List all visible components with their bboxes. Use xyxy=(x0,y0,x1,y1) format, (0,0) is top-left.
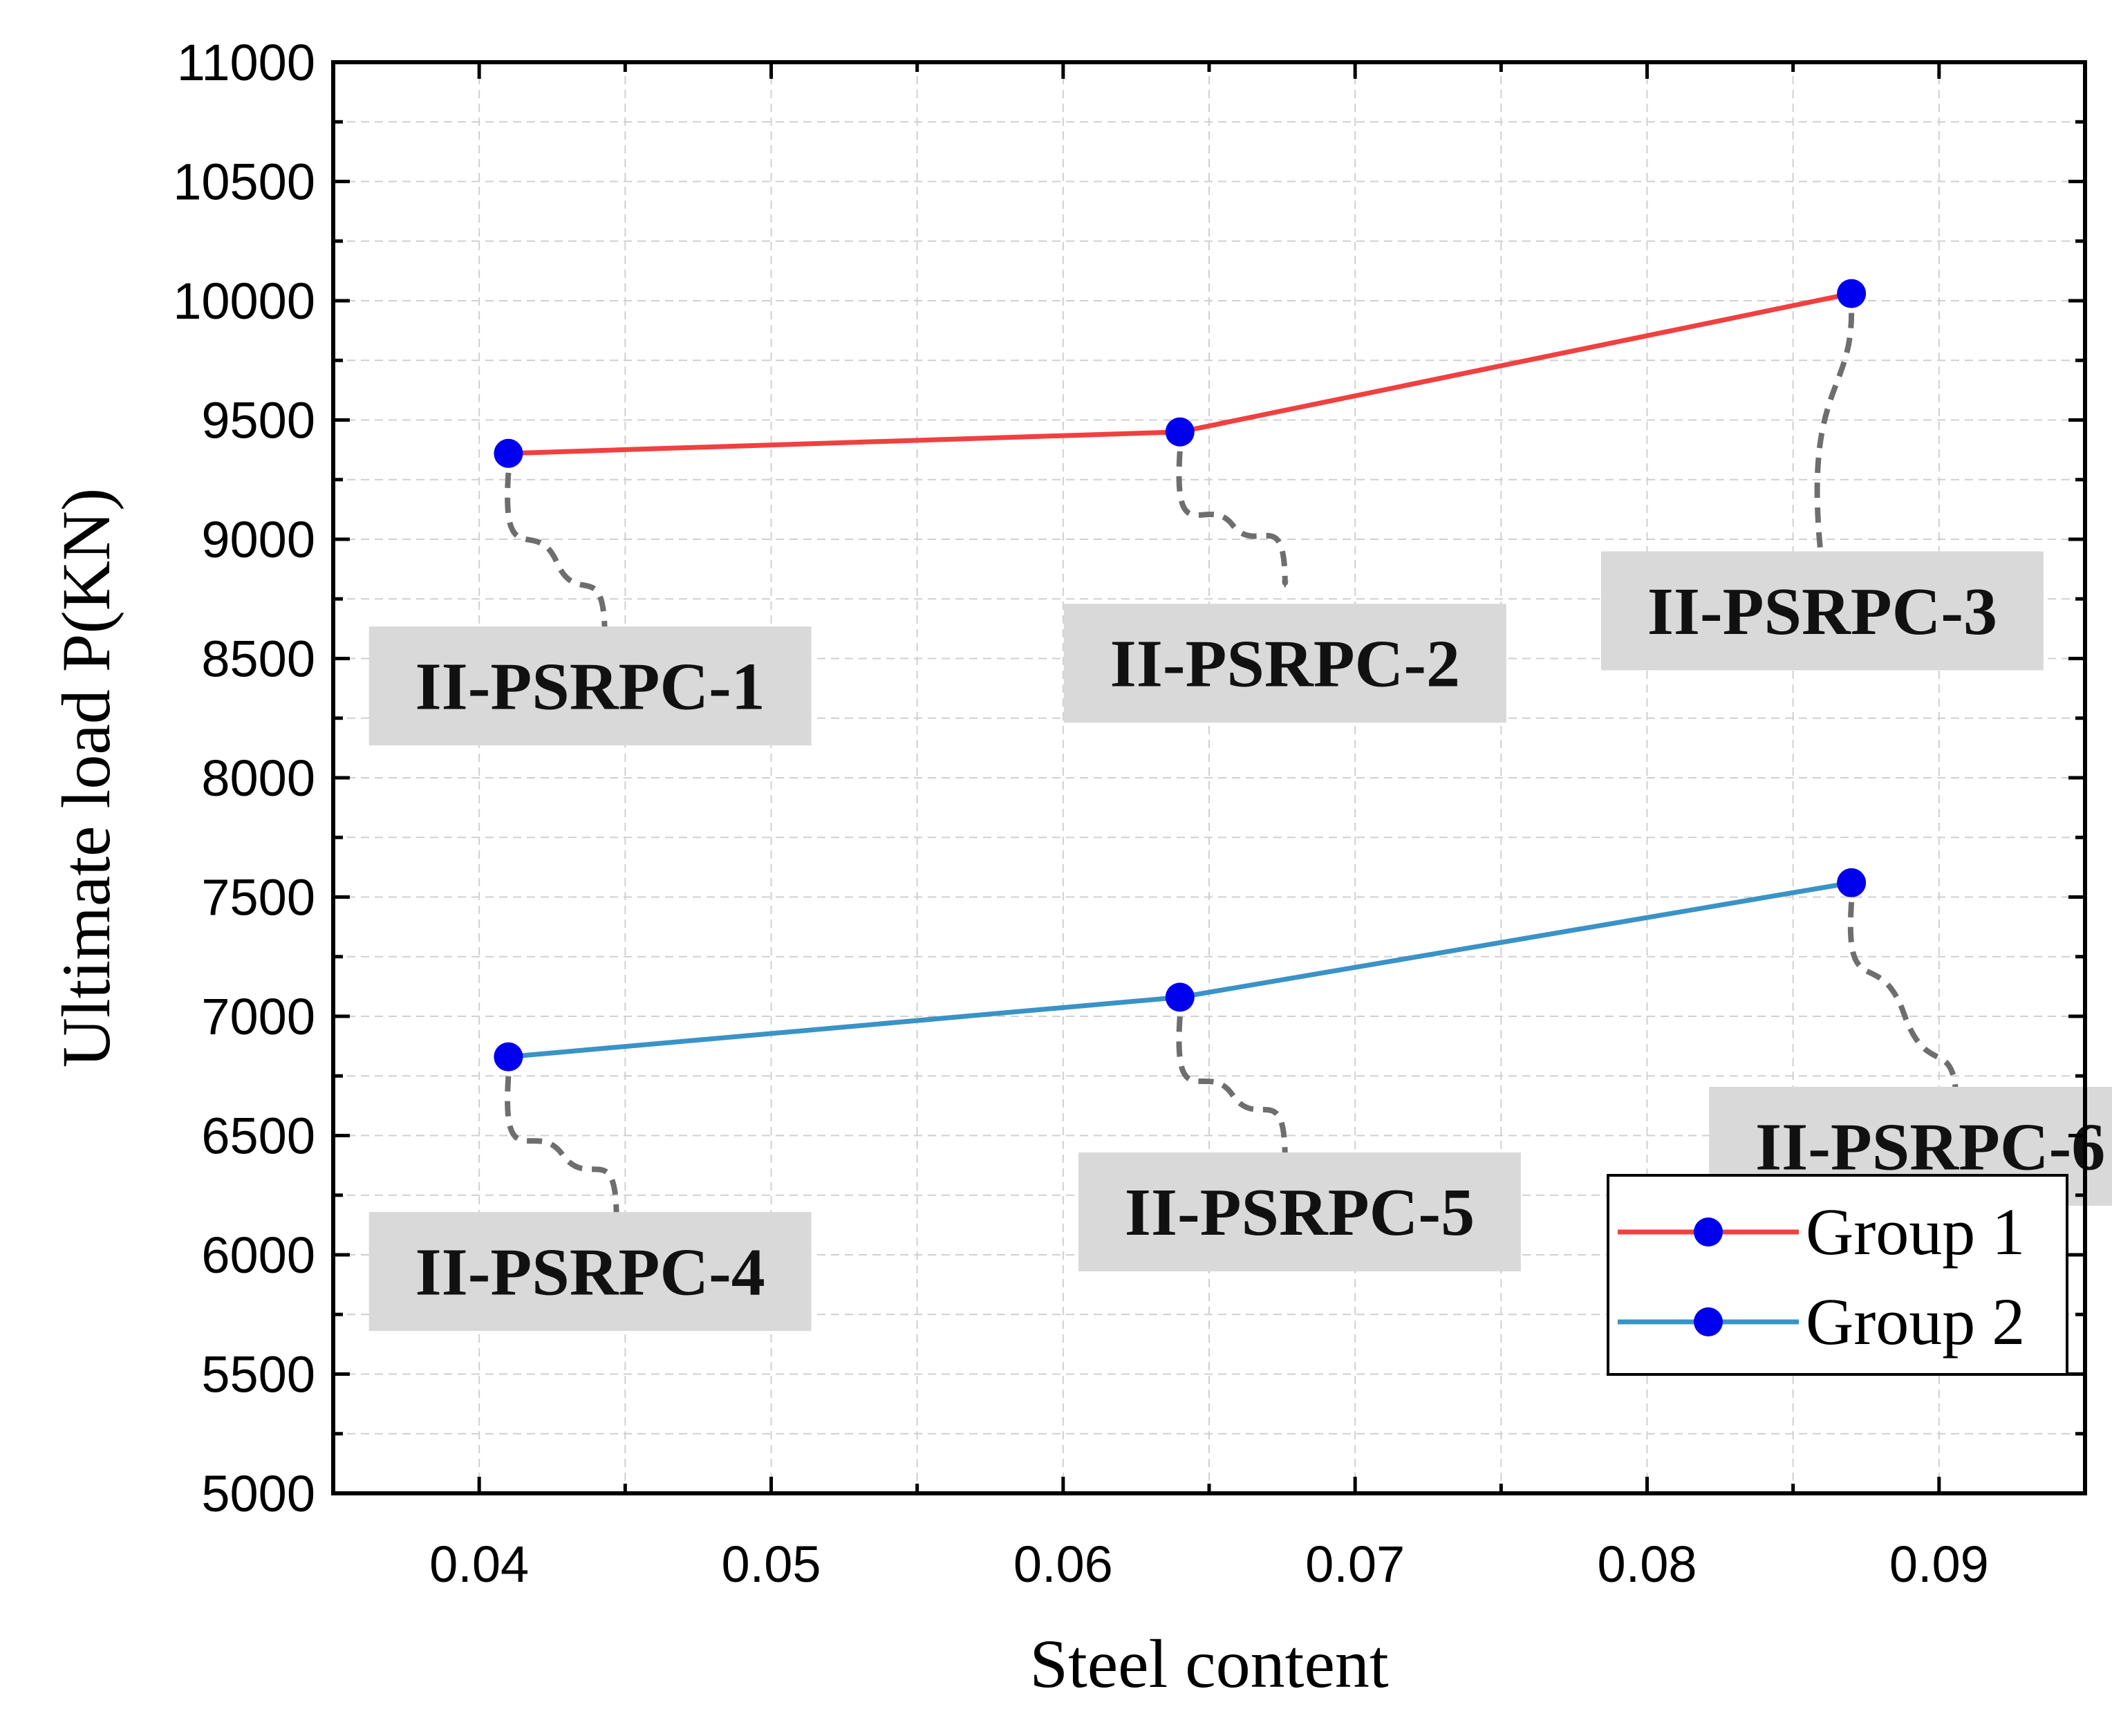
annotation-arrow xyxy=(505,1076,620,1223)
x-tick-label: 0.04 xyxy=(429,1536,529,1593)
x-axis-title: Steel content xyxy=(1029,1625,1389,1702)
legend-label-1: Group 1 xyxy=(1806,1195,2025,1269)
legend-label-2: Group 2 xyxy=(1806,1285,2025,1359)
annotation-label-box xyxy=(1078,1152,1521,1271)
x-tick-label: 0.08 xyxy=(1597,1536,1697,1593)
annotation-label-box xyxy=(368,1212,812,1332)
x-tick-label: 0.06 xyxy=(1013,1536,1113,1593)
series-layer xyxy=(494,279,1867,1072)
annotation-label: II-PSRPC-4 xyxy=(415,1235,765,1309)
series-2-point xyxy=(1837,868,1867,897)
annotation-label-box xyxy=(1600,551,2044,671)
y-tick-label: 8500 xyxy=(201,631,315,688)
x-tick-label: 0.05 xyxy=(721,1536,821,1593)
annotation-arrow xyxy=(1814,312,1855,572)
annotation-label-box xyxy=(368,626,812,746)
y-tick-label: 6500 xyxy=(201,1108,315,1165)
x-tick-label: 0.07 xyxy=(1305,1536,1405,1593)
y-tick-label: 10000 xyxy=(173,272,315,330)
y-tick-label: 5500 xyxy=(201,1346,315,1403)
y-tick-label: 8000 xyxy=(201,749,315,807)
legend-marker-2 xyxy=(1694,1307,1723,1336)
legend-marker-1 xyxy=(1694,1217,1723,1247)
legend: Group 1 Group 2 xyxy=(1607,1174,2068,1376)
series-1-point xyxy=(1165,417,1195,447)
y-tick-label: 10500 xyxy=(173,153,315,211)
annotations: II-PSRPC-1 II-PSRPC-2 II-PSRPC-3 II-PSRPC-4… xyxy=(368,312,2112,1332)
axes: 0.04 0.05 0.06 0.07 0.08 0.09 5000 5500 6000 6500… xyxy=(48,34,2087,1702)
y-tick-label: 6000 xyxy=(201,1226,315,1284)
y-tick-label: 9500 xyxy=(201,392,315,449)
annotation-arrow xyxy=(1176,1016,1289,1163)
y-tick-label: 9000 xyxy=(201,511,315,568)
annotation-arrow xyxy=(505,472,608,641)
annotation-label: II-PSRPC-1 xyxy=(415,649,765,724)
y-tick-label: 7500 xyxy=(201,869,315,926)
legend-box xyxy=(1607,1174,2068,1376)
annotation-label: II-PSRPC-5 xyxy=(1125,1175,1475,1250)
y-tick-label: 5000 xyxy=(201,1465,315,1522)
y-tick-label: 11000 xyxy=(177,34,315,91)
y-tick-label: 7000 xyxy=(201,988,315,1045)
annotation-label: II-PSRPC-6 xyxy=(1755,1110,2105,1184)
series-2-point xyxy=(494,1042,523,1072)
annotation-arrow xyxy=(1847,902,1961,1115)
annotation-label-box xyxy=(1063,604,1506,723)
annotation-label: II-PSRPC-3 xyxy=(1647,575,1997,649)
series-1-point xyxy=(494,438,523,468)
annotation-label: II-PSRPC-2 xyxy=(1110,627,1460,702)
annotation-arrow xyxy=(1176,451,1289,588)
y-axis-title: Ultimate load P(KN) xyxy=(48,488,124,1068)
series-2-point xyxy=(1165,982,1195,1012)
series-1-point xyxy=(1837,279,1867,308)
x-tick-label: 0.09 xyxy=(1889,1536,1989,1593)
